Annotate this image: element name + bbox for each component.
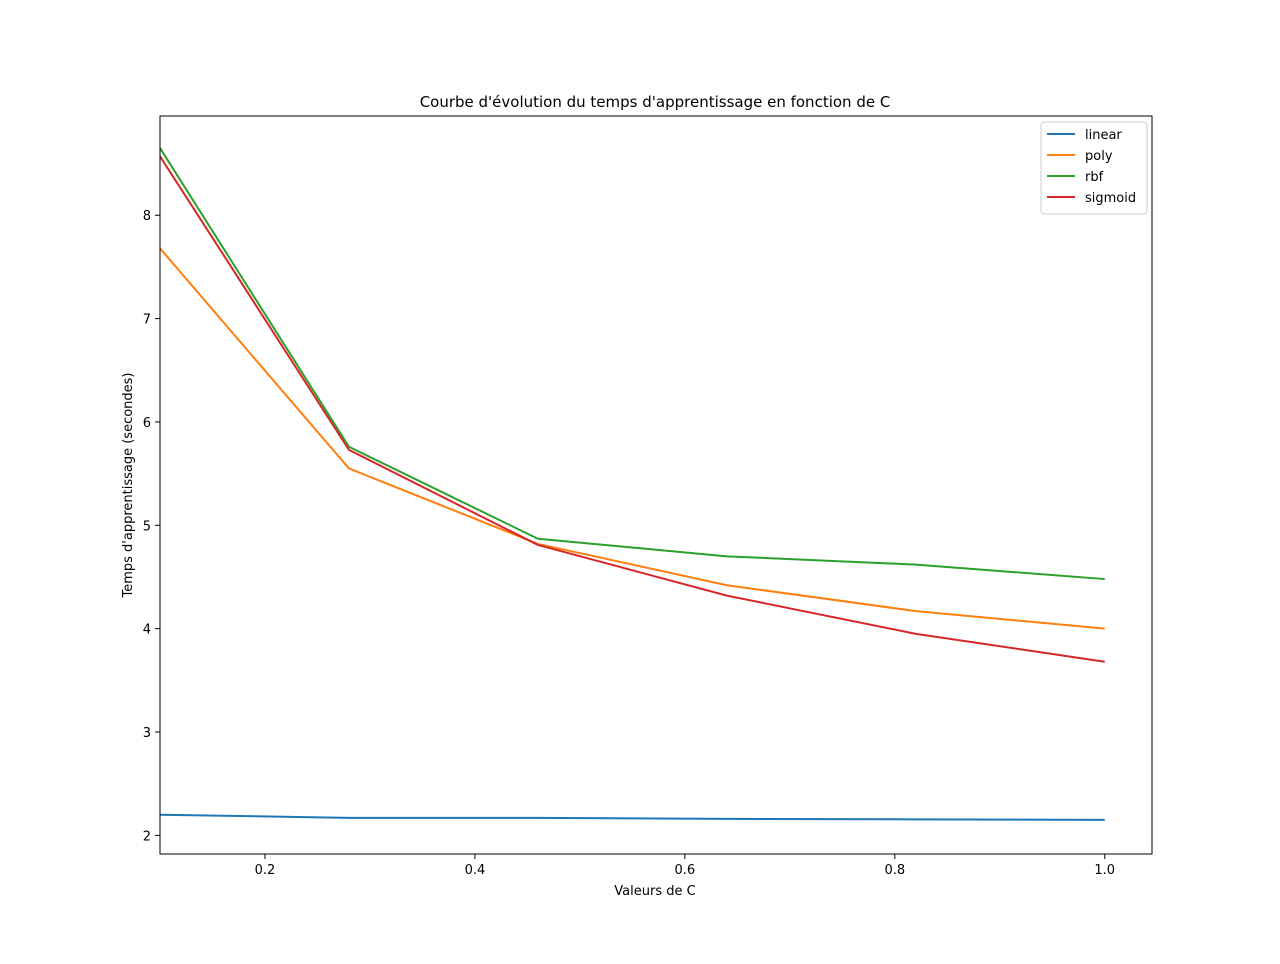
x-tick-label: 1.0 — [1094, 863, 1115, 878]
legend-label-poly: poly — [1085, 149, 1113, 164]
y-tick-label: 3 — [143, 726, 151, 741]
y-axis-label: Temps d'apprentissage (secondes) — [121, 372, 136, 598]
y-tick-label: 6 — [143, 416, 151, 431]
series-line-poly — [159, 247, 1105, 630]
y-tick-label: 5 — [143, 519, 151, 534]
y-tick-label: 4 — [143, 623, 151, 638]
x-tick-label: 0.2 — [255, 863, 276, 878]
legend-box — [1040, 121, 1148, 215]
y-axis: 2 3 4 5 6 7 8 — [143, 209, 160, 844]
x-tick-label: 0.4 — [465, 863, 486, 878]
series-line-rbf — [159, 147, 1105, 581]
series-line-linear — [159, 813, 1105, 821]
series-line-sigmoid — [159, 155, 1105, 663]
legend-label-rbf: rbf — [1085, 170, 1104, 185]
x-tick-label: 0.8 — [884, 863, 905, 878]
plot-frame — [159, 115, 1153, 855]
x-axis-label: Valeurs de C — [614, 884, 695, 899]
legend-label-linear: linear — [1085, 128, 1122, 143]
x-tick-label: 0.6 — [675, 863, 696, 878]
legend-label-sigmoid: sigmoid — [1085, 191, 1136, 206]
chart-title: Courbe d'évolution du temps d'apprentiss… — [420, 93, 891, 111]
x-axis: 0.2 0.4 0.6 0.8 1.0 — [255, 854, 1115, 878]
y-tick-label: 2 — [143, 829, 151, 844]
legend: linear poly rbf sigmoid — [1040, 121, 1148, 215]
y-tick-label: 7 — [143, 313, 151, 328]
y-tick-label: 8 — [143, 209, 151, 224]
plot-area — [159, 115, 1153, 855]
